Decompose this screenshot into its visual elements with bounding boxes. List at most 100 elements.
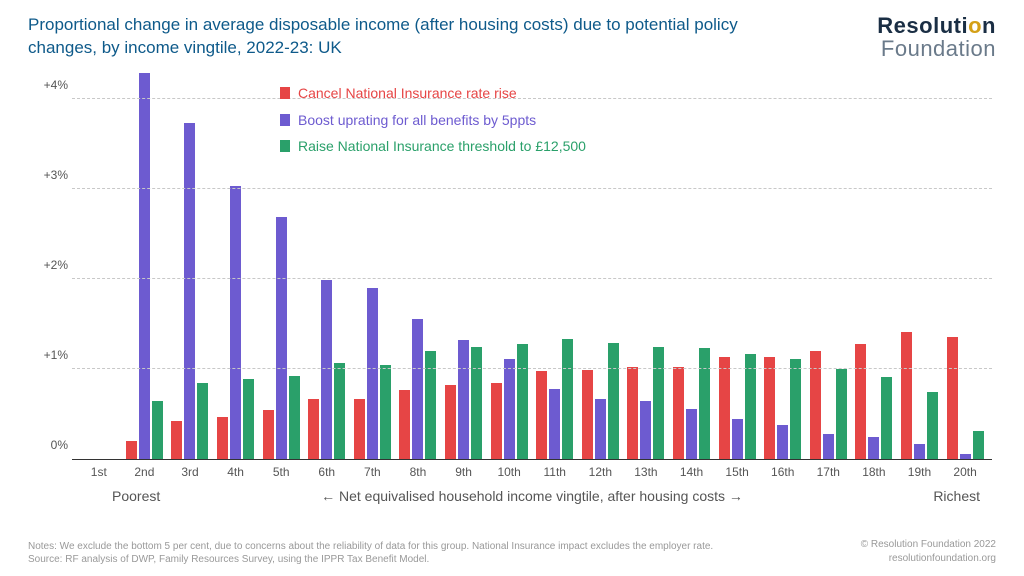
x-axis-label-row: Poorest ← Net equivalised household inco… xyxy=(72,488,992,504)
bar-boost_uprating xyxy=(504,359,515,459)
bar-cancel_ni xyxy=(126,441,137,459)
bar-cancel_ni xyxy=(673,367,684,459)
gridline xyxy=(72,278,992,279)
bar-boost_uprating xyxy=(321,280,332,459)
bar-raise_threshold xyxy=(836,369,847,459)
bar-boost_uprating xyxy=(139,73,150,460)
bar-raise_threshold xyxy=(881,377,892,459)
logo-dot: o xyxy=(968,13,982,38)
chart-title: Proportional change in average disposabl… xyxy=(28,14,788,60)
gridline xyxy=(72,188,992,189)
bar-cancel_ni xyxy=(445,385,456,459)
x-tick-label: 3rd xyxy=(167,465,213,479)
bar-group: 20th xyxy=(942,68,988,459)
legend-label: Cancel National Insurance rate rise xyxy=(298,80,517,107)
bar-raise_threshold xyxy=(289,376,300,459)
bar-raise_threshold xyxy=(197,383,208,459)
bar-boost_uprating xyxy=(549,389,560,459)
brand-logo: Resolution Foundation xyxy=(877,14,996,60)
gridline xyxy=(72,368,992,369)
x-tick-label: 15th xyxy=(714,465,760,479)
legend-label: Raise National Insurance threshold to £1… xyxy=(298,133,586,160)
bar-raise_threshold xyxy=(152,401,163,459)
x-tick-label: 17th xyxy=(806,465,852,479)
bar-raise_threshold xyxy=(653,347,664,459)
y-tick-label: 0% xyxy=(28,438,68,452)
bar-boost_uprating xyxy=(732,419,743,459)
bar-boost_uprating xyxy=(412,319,423,459)
bar-cancel_ni xyxy=(491,383,502,459)
x-tick-label: 5th xyxy=(258,465,304,479)
bar-raise_threshold xyxy=(608,343,619,459)
bar-group: 17th xyxy=(806,68,852,459)
x-tick-label: 11th xyxy=(532,465,578,479)
legend-item: Boost uprating for all benefits by 5ppts xyxy=(280,107,586,134)
bar-cancel_ni xyxy=(354,399,365,459)
bar-raise_threshold xyxy=(471,347,482,459)
bar-boost_uprating xyxy=(276,217,287,459)
x-tick-label: 9th xyxy=(441,465,487,479)
x-label-richest: Richest xyxy=(932,488,992,504)
bar-raise_threshold xyxy=(243,379,254,459)
bar-boost_uprating xyxy=(914,444,925,459)
legend-item: Raise National Insurance threshold to £1… xyxy=(280,133,586,160)
bar-raise_threshold xyxy=(699,348,710,459)
logo-text-a: Resoluti xyxy=(877,13,968,38)
bar-group: 13th xyxy=(623,68,669,459)
bar-boost_uprating xyxy=(595,399,606,459)
bar-cancel_ni xyxy=(901,332,912,459)
x-tick-label: 14th xyxy=(669,465,715,479)
x-tick-label: 6th xyxy=(304,465,350,479)
bar-boost_uprating xyxy=(230,186,241,459)
bar-group: 3rd xyxy=(167,68,213,459)
footer-notes-line2: Source: RF analysis of DWP, Family Resou… xyxy=(28,553,713,566)
chart-footer: Notes: We exclude the bottom 5 per cent,… xyxy=(28,538,996,566)
bar-group: 18th xyxy=(851,68,897,459)
bar-boost_uprating xyxy=(686,409,697,459)
bar-raise_threshold xyxy=(973,431,984,459)
bar-cancel_ni xyxy=(855,344,866,459)
x-tick-label: 19th xyxy=(897,465,943,479)
y-tick-label: +3% xyxy=(28,168,68,182)
bar-group: 19th xyxy=(897,68,943,459)
x-tick-label: 20th xyxy=(942,465,988,479)
bar-raise_threshold xyxy=(927,392,938,459)
bar-group: 2nd xyxy=(122,68,168,459)
bar-raise_threshold xyxy=(380,365,391,459)
bar-cancel_ni xyxy=(263,410,274,459)
x-tick-label: 7th xyxy=(350,465,396,479)
bar-group: 14th xyxy=(669,68,715,459)
x-tick-label: 10th xyxy=(486,465,532,479)
x-tick-label: 4th xyxy=(213,465,259,479)
bar-boost_uprating xyxy=(184,123,195,459)
bar-cancel_ni xyxy=(171,421,182,459)
footer-notes: Notes: We exclude the bottom 5 per cent,… xyxy=(28,540,713,566)
bar-cancel_ni xyxy=(627,367,638,459)
bar-cancel_ni xyxy=(947,337,958,459)
logo-text-c: n xyxy=(982,13,996,38)
bar-group: 4th xyxy=(213,68,259,459)
legend-item: Cancel National Insurance rate rise xyxy=(280,80,586,107)
chart-legend: Cancel National Insurance rate riseBoost… xyxy=(280,80,586,160)
bar-group: 1st xyxy=(76,68,122,459)
y-tick-label: +2% xyxy=(28,258,68,272)
bar-boost_uprating xyxy=(640,401,651,459)
x-label-poorest: Poorest xyxy=(72,488,132,504)
bar-raise_threshold xyxy=(562,339,573,459)
legend-swatch xyxy=(280,114,290,126)
bar-cancel_ni xyxy=(308,399,319,459)
x-tick-label: 1st xyxy=(76,465,122,479)
bar-raise_threshold xyxy=(517,344,528,459)
y-tick-label: +1% xyxy=(28,348,68,362)
bar-boost_uprating xyxy=(458,340,469,459)
bar-raise_threshold xyxy=(745,354,756,459)
bar-boost_uprating xyxy=(960,454,971,459)
legend-swatch xyxy=(280,140,290,152)
x-tick-label: 2nd xyxy=(122,465,168,479)
bar-cancel_ni xyxy=(719,357,730,459)
bar-cancel_ni xyxy=(764,357,775,459)
bar-boost_uprating xyxy=(823,434,834,459)
footer-notes-line1: Notes: We exclude the bottom 5 per cent,… xyxy=(28,540,713,553)
footer-copyright: © Resolution Foundation 2022 xyxy=(861,538,996,552)
bar-cancel_ni xyxy=(582,370,593,459)
